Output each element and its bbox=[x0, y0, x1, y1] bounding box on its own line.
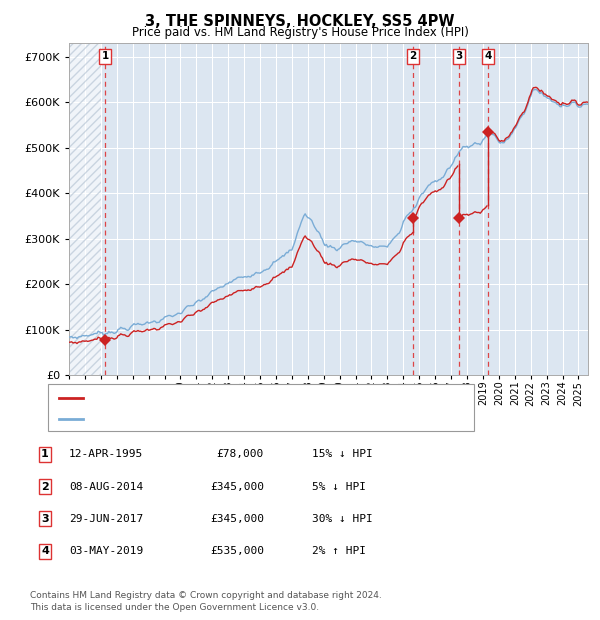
Text: 15% ↓ HPI: 15% ↓ HPI bbox=[312, 450, 373, 459]
Text: 08-AUG-2014: 08-AUG-2014 bbox=[69, 482, 143, 492]
Text: 2: 2 bbox=[41, 482, 49, 492]
Text: HPI: Average price, detached house, Rochford: HPI: Average price, detached house, Roch… bbox=[87, 414, 326, 424]
Text: 4: 4 bbox=[484, 51, 492, 61]
Text: £345,000: £345,000 bbox=[210, 482, 264, 492]
Text: £78,000: £78,000 bbox=[217, 450, 264, 459]
Text: 03-MAY-2019: 03-MAY-2019 bbox=[69, 546, 143, 556]
Text: 29-JUN-2017: 29-JUN-2017 bbox=[69, 514, 143, 524]
Text: 5% ↓ HPI: 5% ↓ HPI bbox=[312, 482, 366, 492]
Text: 30% ↓ HPI: 30% ↓ HPI bbox=[312, 514, 373, 524]
Text: 4: 4 bbox=[41, 546, 49, 556]
Text: 3: 3 bbox=[455, 51, 463, 61]
Text: 2% ↑ HPI: 2% ↑ HPI bbox=[312, 546, 366, 556]
Text: 3, THE SPINNEYS, HOCKLEY, SS5 4PW: 3, THE SPINNEYS, HOCKLEY, SS5 4PW bbox=[145, 14, 455, 29]
Text: 3, THE SPINNEYS, HOCKLEY, SS5 4PW (detached house): 3, THE SPINNEYS, HOCKLEY, SS5 4PW (detac… bbox=[87, 393, 378, 404]
Text: £345,000: £345,000 bbox=[210, 514, 264, 524]
Text: £535,000: £535,000 bbox=[210, 546, 264, 556]
Text: This data is licensed under the Open Government Licence v3.0.: This data is licensed under the Open Gov… bbox=[30, 603, 319, 612]
Text: Contains HM Land Registry data © Crown copyright and database right 2024.: Contains HM Land Registry data © Crown c… bbox=[30, 591, 382, 600]
Text: Price paid vs. HM Land Registry's House Price Index (HPI): Price paid vs. HM Land Registry's House … bbox=[131, 26, 469, 39]
Text: 2: 2 bbox=[409, 51, 416, 61]
Text: 3: 3 bbox=[41, 514, 49, 524]
Text: 12-APR-1995: 12-APR-1995 bbox=[69, 450, 143, 459]
Text: 1: 1 bbox=[41, 450, 49, 459]
Text: 1: 1 bbox=[101, 51, 109, 61]
Bar bbox=[69, 43, 101, 375]
